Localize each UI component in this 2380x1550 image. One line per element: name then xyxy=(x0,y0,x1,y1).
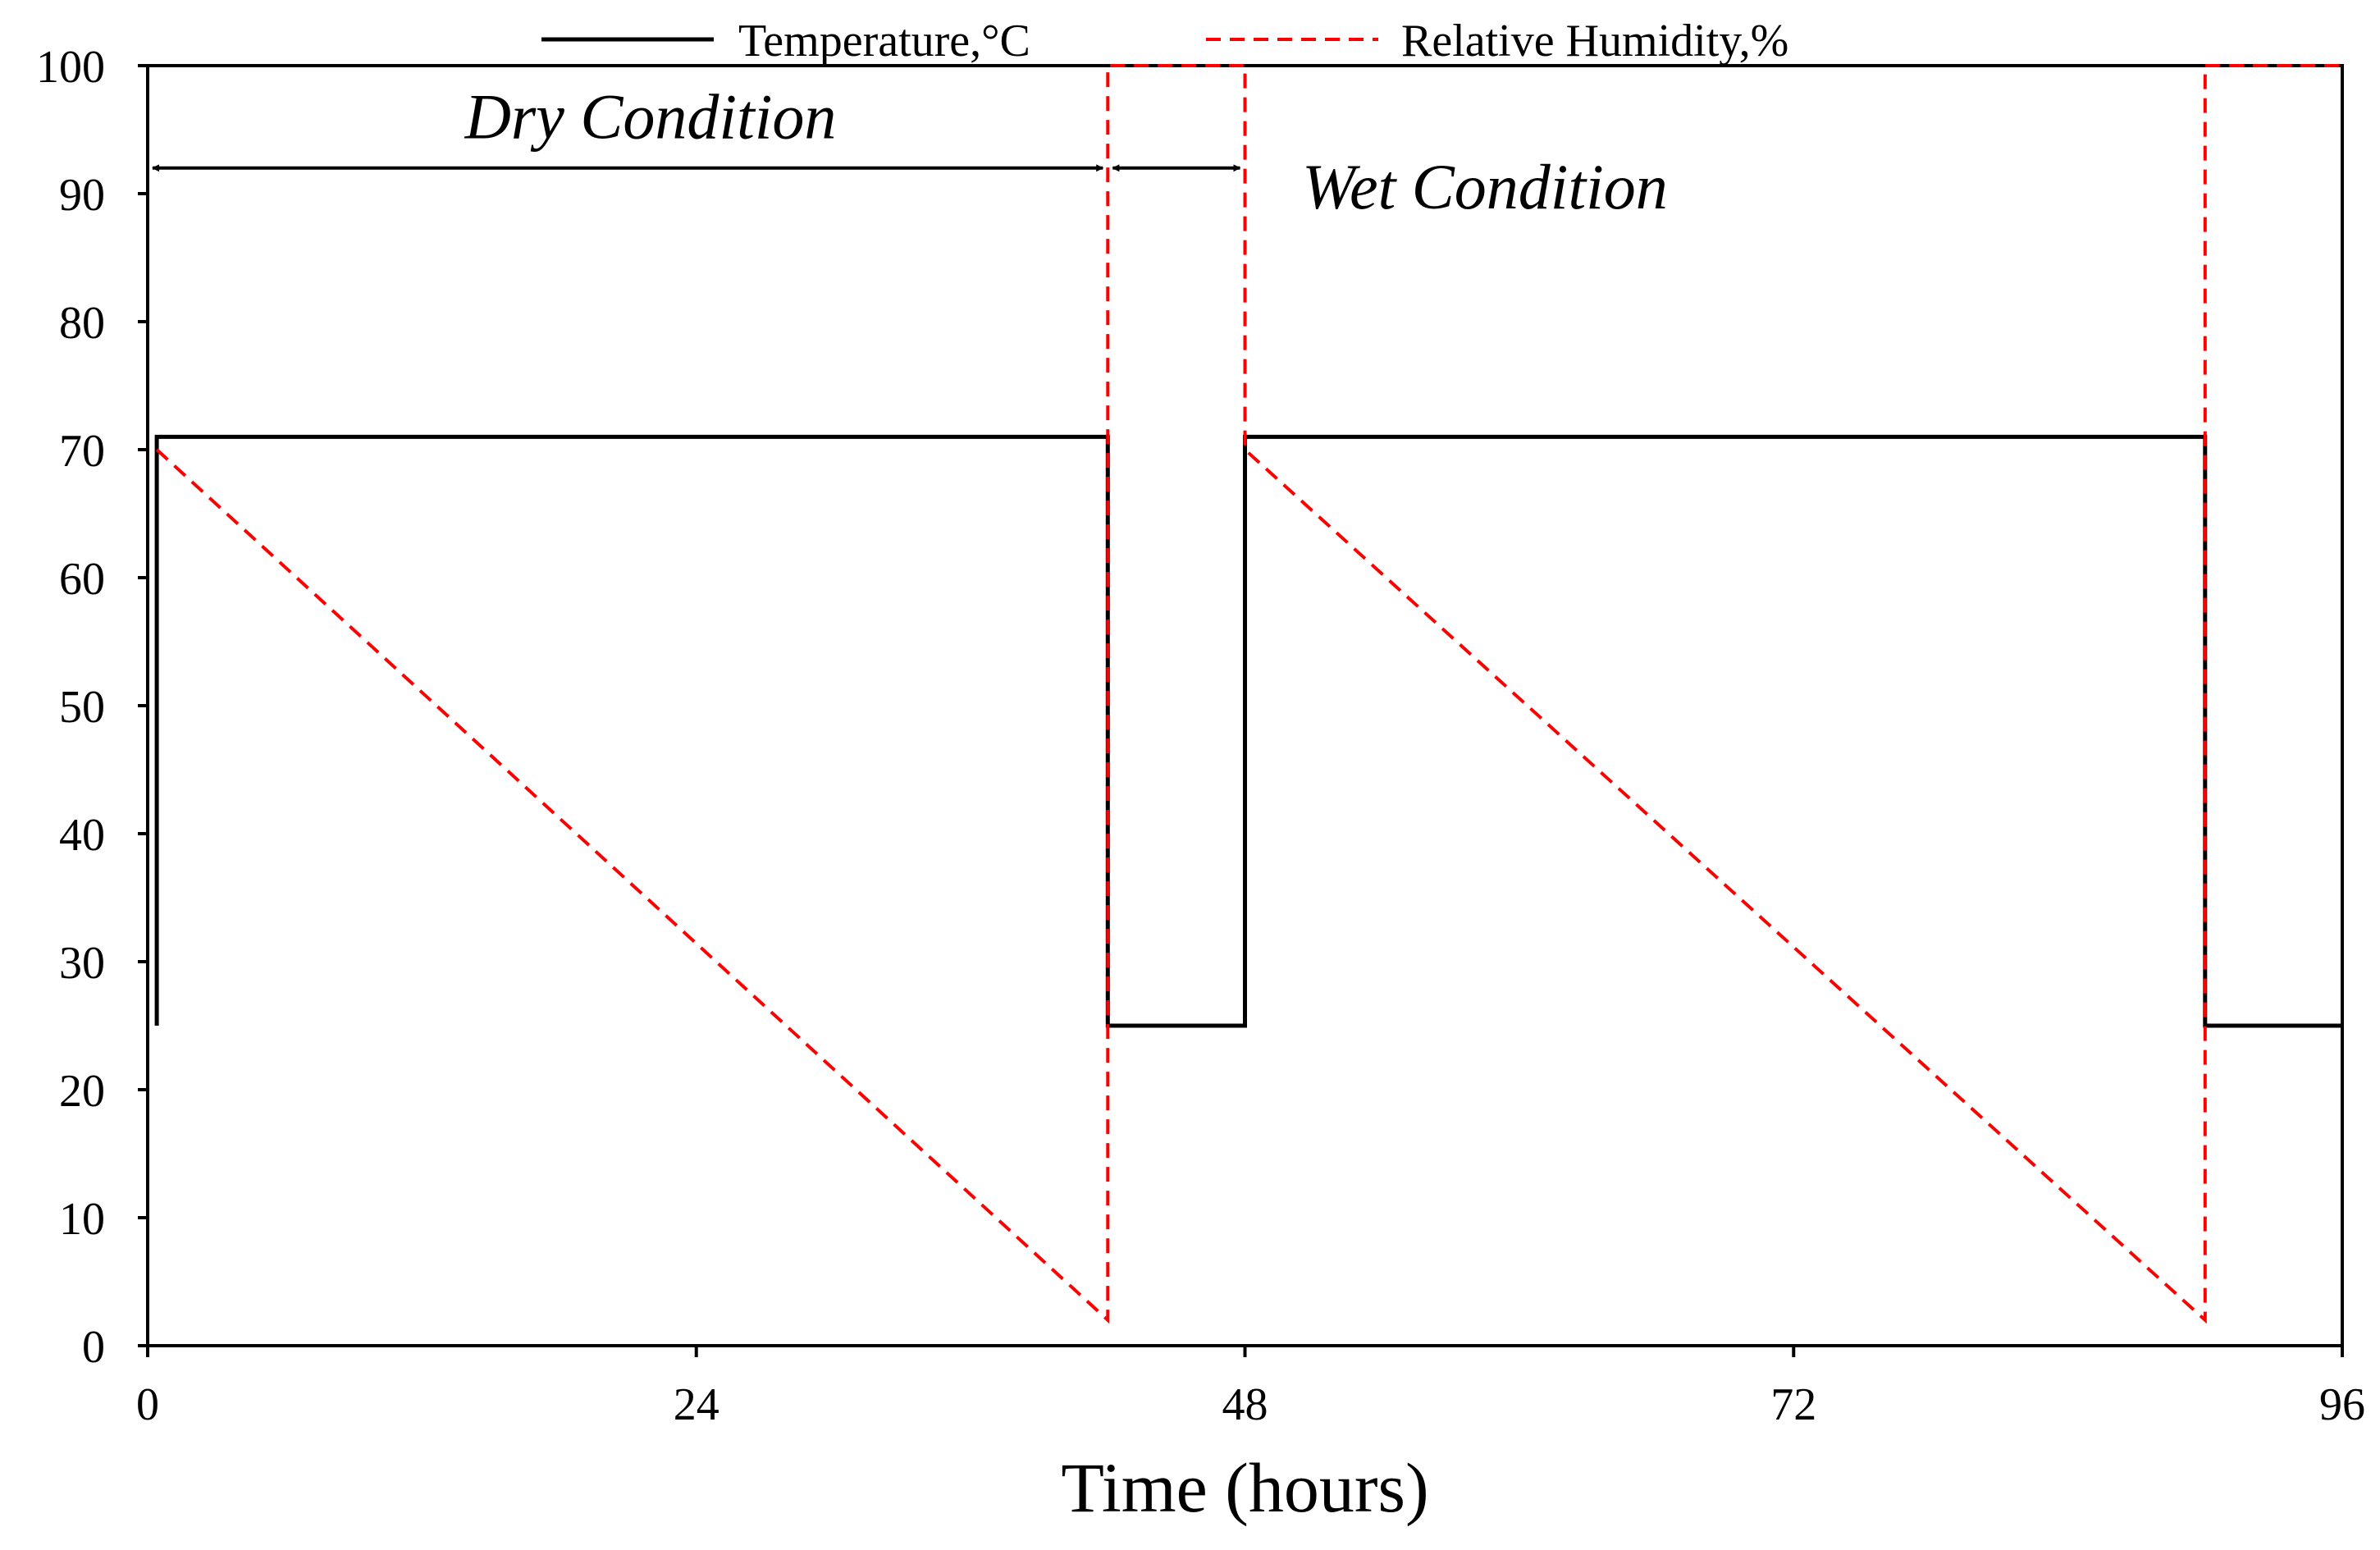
y-tick-label: 20 xyxy=(59,1066,105,1117)
series-line-temperature xyxy=(154,434,2342,1028)
y-tick-label: 50 xyxy=(59,682,105,733)
y-tick-label: 70 xyxy=(59,426,105,477)
y-tick-label: 90 xyxy=(59,170,105,221)
x-tick-label: 24 xyxy=(674,1379,719,1430)
series-line-relative-humidity xyxy=(155,64,2342,1324)
y-tick-label: 80 xyxy=(59,298,105,349)
annotation-label-dry-condition: Dry Condition xyxy=(464,80,837,152)
annotation-label-wet-condition: Wet Condition xyxy=(1302,151,1668,222)
y-tick-label: 40 xyxy=(59,810,105,861)
legend-label-temperature: Temperature,°C xyxy=(738,16,1030,66)
y-tick-label: 60 xyxy=(59,554,105,605)
x-tick-label: 96 xyxy=(2319,1379,2365,1430)
y-tick-label: 100 xyxy=(36,42,105,93)
x-tick-label: 48 xyxy=(1222,1379,1268,1430)
y-tick-label: 0 xyxy=(82,1322,105,1373)
y-tick-label: 30 xyxy=(59,938,105,989)
x-axis-title: Time (hours) xyxy=(1061,1448,1428,1527)
x-tick-label: 72 xyxy=(1770,1379,1816,1430)
x-tick-label: 0 xyxy=(136,1379,159,1430)
legend-label-relative-humidity: Relative Humidity,% xyxy=(1401,16,1788,66)
y-tick-label: 10 xyxy=(59,1194,105,1245)
